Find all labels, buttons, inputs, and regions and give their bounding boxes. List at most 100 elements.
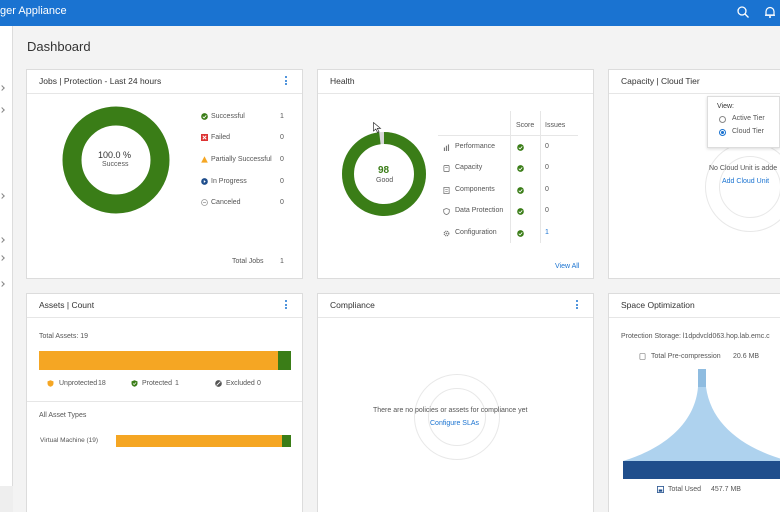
- page-title: Dashboard: [27, 39, 91, 54]
- top-bar: ger Appliance: [0, 0, 780, 26]
- bell-icon[interactable]: [763, 5, 777, 19]
- pre-compression-label: Total Pre-compression: [651, 353, 721, 360]
- add-cloud-unit-link[interactable]: Add Cloud Unit: [722, 178, 770, 185]
- components-icon: [443, 187, 450, 194]
- legend-count-partial: 0: [280, 156, 284, 163]
- capacity-card-title: Capacity | Cloud Tier: [621, 76, 700, 86]
- check-circle-icon: [517, 208, 524, 215]
- column-divider: [510, 111, 511, 243]
- chevron-right-icon[interactable]: [0, 85, 5, 91]
- canceled-icon: [201, 199, 208, 206]
- legend-count-excluded: 0: [257, 380, 261, 387]
- configure-slas-link[interactable]: Configure SLAs: [430, 420, 480, 427]
- capacity-empty-text: No Cloud Unit is adde: [709, 165, 778, 172]
- space-card-title: Space Optimization: [621, 300, 695, 310]
- view-all-link[interactable]: View All: [555, 263, 580, 270]
- assets-protection-bar[interactable]: [39, 351, 291, 370]
- assets-card-header: Assets | Count: [27, 294, 302, 318]
- health-row-issues: 0: [545, 186, 549, 193]
- jobs-card-header: Jobs | Protection - Last 24 hours: [27, 70, 302, 94]
- protected-shield-icon: [131, 380, 138, 387]
- health-row-issues: 0: [545, 207, 549, 214]
- health-score-value: 98: [378, 165, 390, 176]
- check-circle-icon: [517, 144, 524, 151]
- health-col-issues: Issues: [545, 122, 566, 129]
- legend-count-unprotected: 18: [98, 380, 106, 387]
- health-row-issues-link[interactable]: 1: [545, 229, 549, 236]
- mouse-cursor-icon: [373, 122, 382, 133]
- jobs-donut-label: Success: [102, 161, 129, 168]
- chevron-right-icon[interactable]: [0, 193, 5, 199]
- health-card-header: Health: [318, 70, 593, 94]
- protected-segment[interactable]: [281, 435, 291, 447]
- health-row-issues: 0: [545, 164, 549, 171]
- health-col-score: Score: [516, 122, 535, 129]
- bar-chart-icon: [443, 144, 450, 151]
- legend-count-successful: 1: [280, 113, 284, 120]
- unprotected-segment[interactable]: [39, 351, 278, 370]
- check-circle-icon: [201, 113, 208, 120]
- chevron-right-icon[interactable]: [0, 255, 5, 261]
- total-assets-label: Total Assets: 19: [39, 333, 89, 340]
- unprotected-segment[interactable]: [116, 435, 282, 447]
- chevron-right-icon[interactable]: [0, 281, 5, 287]
- total-used-label: Total Used: [668, 486, 702, 493]
- chevron-right-icon[interactable]: [0, 237, 5, 243]
- column-divider: [540, 111, 541, 243]
- check-circle-icon: [517, 230, 524, 237]
- legend-count-failed: 0: [280, 134, 284, 141]
- space-card-header: Space Optimization: [609, 294, 780, 318]
- empty-state-illustration: [719, 156, 780, 218]
- asset-types-title: All Asset Types: [39, 412, 87, 419]
- radio-label-active-tier[interactable]: Active Tier: [732, 115, 765, 122]
- legend-count-protected: 1: [175, 380, 179, 387]
- capacity-card-header: Capacity | Cloud Tier: [609, 70, 780, 94]
- space-optimization-card: Space Optimization Protection Storage: l…: [608, 293, 780, 512]
- health-score-label: Good: [376, 177, 394, 184]
- pre-compression-value: 20.6 MB: [733, 353, 760, 360]
- section-divider: [27, 401, 302, 402]
- radio-label-cloud-tier[interactable]: Cloud Tier: [732, 128, 764, 135]
- jobs-card: Jobs | Protection - Last 24 hours 100.0 …: [26, 69, 303, 279]
- empty-state-illustration: [428, 388, 486, 446]
- rail-footer: [0, 486, 13, 512]
- health-row-label[interactable]: Capacity: [455, 164, 483, 171]
- health-row-label[interactable]: Configuration: [455, 229, 497, 236]
- search-icon[interactable]: [736, 5, 750, 19]
- chevron-right-icon[interactable]: [0, 107, 5, 113]
- legend-label-canceled: Canceled: [211, 199, 241, 206]
- more-options-icon[interactable]: [574, 300, 580, 312]
- more-options-icon[interactable]: [283, 300, 289, 312]
- asset-type-label: Virtual Machine (19): [40, 437, 99, 444]
- legend-label-in-progress: In Progress: [211, 178, 247, 185]
- radio-cloud-tier[interactable]: [719, 129, 726, 136]
- protection-storage-label: Protection Storage: l1dpdvcld063.hop.lab…: [621, 333, 770, 340]
- compliance-empty-text: There are no policies or assets for comp…: [373, 407, 528, 414]
- health-card-title: Health: [330, 76, 355, 86]
- empty-state-illustration: [414, 374, 500, 460]
- space-funnel-chart: [623, 369, 780, 479]
- check-circle-icon: [517, 187, 524, 194]
- health-row-label[interactable]: Data Protection: [455, 207, 504, 214]
- health-score-ring: [342, 132, 426, 216]
- unprotected-shield-icon: [47, 380, 54, 387]
- legend-label-successful: Successful: [211, 113, 245, 120]
- jobs-card-title: Jobs | Protection - Last 24 hours: [39, 76, 162, 86]
- table-header-divider: [438, 135, 578, 136]
- compliance-card: Compliance There are no policies or asse…: [317, 293, 594, 512]
- app-title: ger Appliance: [0, 5, 67, 17]
- protected-segment[interactable]: [277, 351, 291, 370]
- assets-card: Assets | Count Total Assets: 19 Unprotec…: [26, 293, 303, 512]
- legend-count-canceled: 0: [280, 199, 284, 206]
- legend-label-protected: Protected: [142, 380, 172, 387]
- more-options-icon[interactable]: [283, 76, 289, 88]
- asset-type-bar[interactable]: [116, 435, 291, 447]
- in-progress-icon: [201, 178, 208, 185]
- jobs-donut-value: 100.0 %: [98, 150, 132, 160]
- assets-card-title: Assets | Count: [39, 300, 95, 310]
- failed-icon: [201, 134, 208, 141]
- health-card: Health 98 Good Score Issues Performance …: [317, 69, 594, 279]
- health-row-label[interactable]: Performance: [455, 143, 496, 150]
- radio-active-tier[interactable]: [719, 116, 726, 123]
- health-row-label[interactable]: Components: [455, 186, 495, 193]
